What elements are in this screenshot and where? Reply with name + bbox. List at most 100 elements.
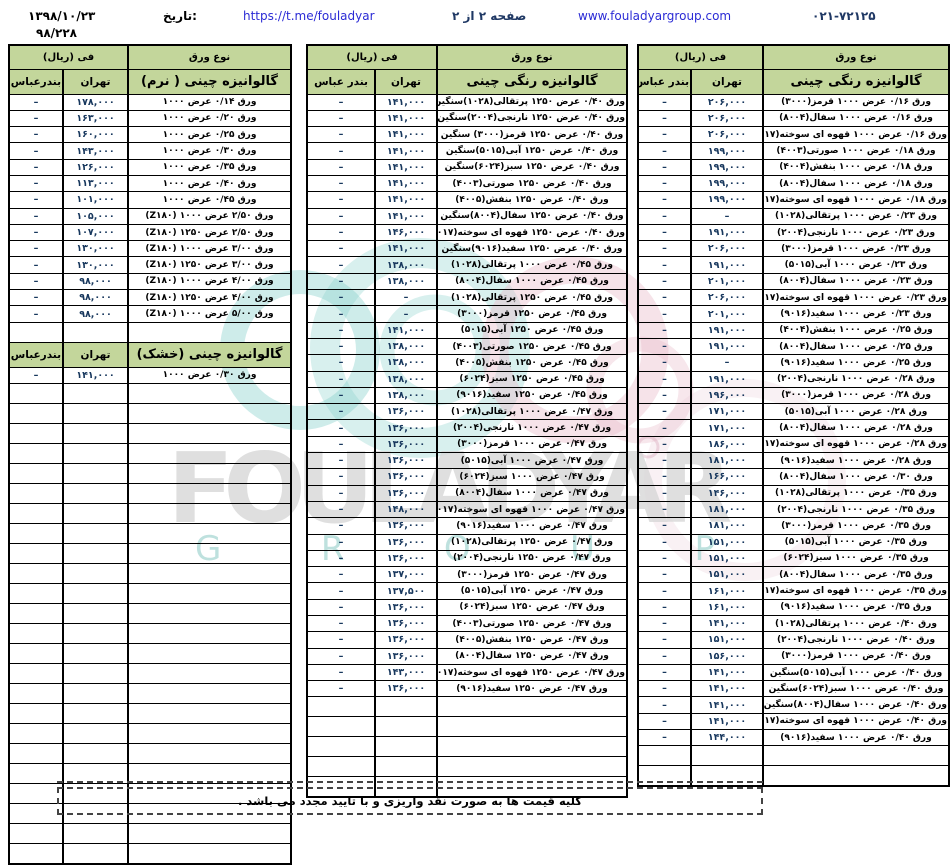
product-name: ورق ۰/۴۰ عرض ۱۲۵۰ سفید(۹۰۱۶)سنگین bbox=[436, 240, 629, 258]
empty-cell bbox=[127, 722, 293, 744]
tehran-price: ۲۰۱,۰۰۰ bbox=[690, 272, 765, 291]
tehran-price: ۱۹۱,۰۰۰ bbox=[690, 370, 765, 388]
tehran-col-label: تهران bbox=[62, 341, 130, 368]
tehran-price: ۱۶۶,۰۰۰ bbox=[690, 468, 765, 486]
product-name: ورق ۰/۴۷ عرض ۱۲۵۰ سفید(۹۰۱۶) bbox=[436, 680, 629, 698]
tehran-price: ۱۳۶,۰۰۰ bbox=[374, 549, 439, 568]
empty-cell bbox=[7, 742, 65, 764]
empty-cell bbox=[7, 402, 65, 424]
bandar-abbas-price: – bbox=[636, 419, 693, 437]
empty-cell bbox=[127, 402, 293, 424]
product-name: ورق ۰/۴۷ عرض ۱۰۰۰ پرتقالی(۱۰۲۸) bbox=[436, 403, 629, 421]
product-name: ورق ۰/۱۶ عرض ۱۰۰۰ قهوه ای سوخته(۸۰۱۷) bbox=[762, 126, 950, 144]
col-header-price: فی (ریال) bbox=[7, 44, 130, 70]
telegram-link[interactable]: https://t.me/fouladyar bbox=[243, 9, 375, 23]
product-name: ورق ۰/۲۵ عرض ۱۰۰۰ bbox=[127, 126, 293, 144]
bandar-abbas-price: – bbox=[305, 93, 377, 111]
bandar-abbas-price: – bbox=[636, 582, 693, 600]
tehran-price: ۱۴۱,۰۰۰ bbox=[374, 126, 439, 144]
product-name: ورق ۰/۴۵ عرض ۱۲۵۰ بنفش(۴۰۰۵) bbox=[436, 354, 629, 372]
product-name: ورق ۲/۵۰ عرض ۱۰۰۰ (Z۱۸۰) bbox=[127, 207, 293, 225]
tehran-price: ۱۴۶,۰۰۰ bbox=[690, 484, 765, 502]
website-link[interactable]: www.fouladyargroup.com bbox=[578, 9, 732, 23]
product-name: ورق ۰/۴۰ عرض ۱۲۵۰ سبز(۶۰۲۴)سنگین bbox=[436, 158, 629, 176]
empty-cell bbox=[7, 482, 65, 504]
tehran-price: ۱۹۱,۰۰۰ bbox=[690, 321, 765, 339]
bandar-abbas-price: – bbox=[305, 647, 377, 665]
product-name: ورق ۰/۳۵ عرض ۱۰۰۰ قرمز(۳۰۰۰) bbox=[762, 517, 950, 535]
product-name: ورق ۰/۲۳ عرض ۱۰۰۰ سفید(۹۰۱۶) bbox=[762, 305, 950, 323]
empty-cell bbox=[7, 842, 65, 865]
empty-cell bbox=[127, 582, 293, 604]
col-header-type: نوع ورق bbox=[127, 44, 293, 70]
doc-number: ۹۸/۲۲۸ bbox=[36, 26, 78, 40]
price-table-body: گالوانیزه رنگی چینی تهران بندر عباس ورق ۰/۱… bbox=[636, 68, 950, 787]
product-name: ورق ۰/۴۷ عرض ۱۲۵۰ قرمز(۳۰۰۰) bbox=[436, 566, 629, 584]
empty-cell bbox=[374, 736, 439, 758]
empty-cell bbox=[127, 382, 293, 404]
product-name: ورق ۵/۰۰ عرض ۱۰۰۰ (Z۱۸۰) bbox=[127, 305, 293, 323]
product-name: ورق ۰/۴۵ عرض ۱۰۰۰ سفال(۸۰۰۴) bbox=[436, 272, 629, 291]
empty-cell bbox=[127, 662, 293, 684]
date-value: ۱۳۹۸/۱۰/۲۳ bbox=[28, 9, 96, 23]
bandar-abbas-price: – bbox=[305, 663, 377, 682]
bandar-abbas-price: – bbox=[7, 207, 65, 225]
tehran-price: ۱۴۱,۰۰۰ bbox=[374, 109, 439, 128]
empty-cell bbox=[62, 622, 130, 644]
tehran-price: ۱۰۱,۰۰۰ bbox=[62, 191, 130, 209]
bandar-abbas-price: – bbox=[636, 484, 693, 502]
tehran-price: ۱۳۶,۰۰۰ bbox=[374, 517, 439, 535]
bandar-abbas-price: – bbox=[636, 614, 693, 633]
bandar-abbas-price: – bbox=[305, 191, 377, 209]
product-name: ورق ۰/۴۰ عرض ۱۲۵۰ پرتقالی(۱۰۲۸)سنگین bbox=[436, 93, 629, 111]
tehran-price: ۱۳۶,۰۰۰ bbox=[374, 614, 439, 633]
empty-cell bbox=[127, 562, 293, 584]
product-name: ورق ۰/۲۸ عرض ۱۰۰۰ آبی(۵۰۱۵) bbox=[762, 403, 950, 421]
empty-cell bbox=[7, 382, 65, 404]
tehran-price: ۲۰۶,۰۰۰ bbox=[690, 93, 765, 111]
tehran-price: ۱۹۱,۰۰۰ bbox=[690, 223, 765, 242]
empty-cell bbox=[305, 736, 377, 758]
product-name: ورق ۰/۴۵ عرض ۱۲۵۰ آبی(۵۰۱۵) bbox=[436, 321, 629, 339]
tehran-price: ۱۳۶,۰۰۰ bbox=[374, 403, 439, 421]
bandar-abbas-price: – bbox=[636, 354, 693, 372]
tehran-price: ۱۵۱,۰۰۰ bbox=[690, 549, 765, 568]
tehran-price: ۱۸۱,۰۰۰ bbox=[690, 452, 765, 470]
empty-cell bbox=[7, 442, 65, 464]
tehran-price: ۱۳۰,۰۰۰ bbox=[62, 240, 130, 258]
bandar-abbas-price: – bbox=[305, 158, 377, 176]
bandar-abbas-price: – bbox=[7, 272, 65, 291]
empty-cell bbox=[127, 522, 293, 544]
product-name: ورق ۰/۴۷ عرض ۱۲۵۰ نارنجی(۲۰۰۴) bbox=[436, 549, 629, 568]
empty-cell bbox=[436, 736, 629, 758]
price-table-body: گالوانیزه رنگی چینی تهران بندر عباس ورق ۰/۴… bbox=[305, 68, 629, 798]
empty-cell bbox=[62, 502, 130, 524]
empty-cell bbox=[127, 642, 293, 664]
tehran-price: ۱۰۷,۰۰۰ bbox=[62, 223, 130, 242]
empty-cell bbox=[62, 382, 130, 404]
product-name: ورق ۰/۲۵ عرض ۱۰۰۰ سفید(۹۰۱۶) bbox=[762, 354, 950, 372]
bandar-abbas-price: – bbox=[305, 126, 377, 144]
empty-cell bbox=[127, 842, 293, 865]
table-colored-galvanized-right: نوع ورق فی (ریال) گالوانیزه رنگی چینی تهر… bbox=[636, 44, 950, 788]
product-name: ورق ۰/۲۵ عرض ۱۰۰۰ سفال(۸۰۰۴) bbox=[762, 337, 950, 356]
product-name: ورق ۰/۴۷ عرض ۱۲۵۰ آبی(۵۰۱۵) bbox=[436, 582, 629, 600]
empty-cell bbox=[62, 662, 130, 684]
bandar-abbas-price: – bbox=[305, 452, 377, 470]
product-name: ورق ۰/۴۷ عرض ۱۰۰۰ قرمز(۳۰۰۰) bbox=[436, 435, 629, 454]
bandar-abbas-price: – bbox=[305, 582, 377, 600]
bandar-abbas-price: – bbox=[636, 598, 693, 617]
empty-cell bbox=[62, 321, 130, 343]
product-name: ورق ۰/۴۷ عرض ۱۰۰۰ آبی(۵۰۱۵) bbox=[436, 452, 629, 470]
tehran-price: ۱۴۴,۰۰۰ bbox=[690, 729, 765, 747]
product-name: ورق ۰/۴۷ عرض ۱۲۵۰ سبز(۶۰۲۴) bbox=[436, 598, 629, 617]
product-name: ورق ۰/۲۳ عرض ۱۰۰۰ آبی(۵۰۱۵) bbox=[762, 256, 950, 274]
bandar-abbas-price: – bbox=[305, 500, 377, 519]
tehran-price: ۱۴۱,۰۰۰ bbox=[374, 142, 439, 160]
empty-cell bbox=[127, 682, 293, 704]
product-name: ورق ۰/۴۰ عرض ۱۲۵۰ سفال(۸۰۰۴)سنگین bbox=[436, 207, 629, 225]
bandar-abbas-price: – bbox=[7, 142, 65, 160]
product-name: ورق ۰/۲۸ عرض ۱۰۰۰ قهوه ای سوخته(۸۰۱۷) bbox=[762, 435, 950, 454]
bandar-abbas-price: – bbox=[305, 566, 377, 584]
empty-cell bbox=[374, 696, 439, 718]
